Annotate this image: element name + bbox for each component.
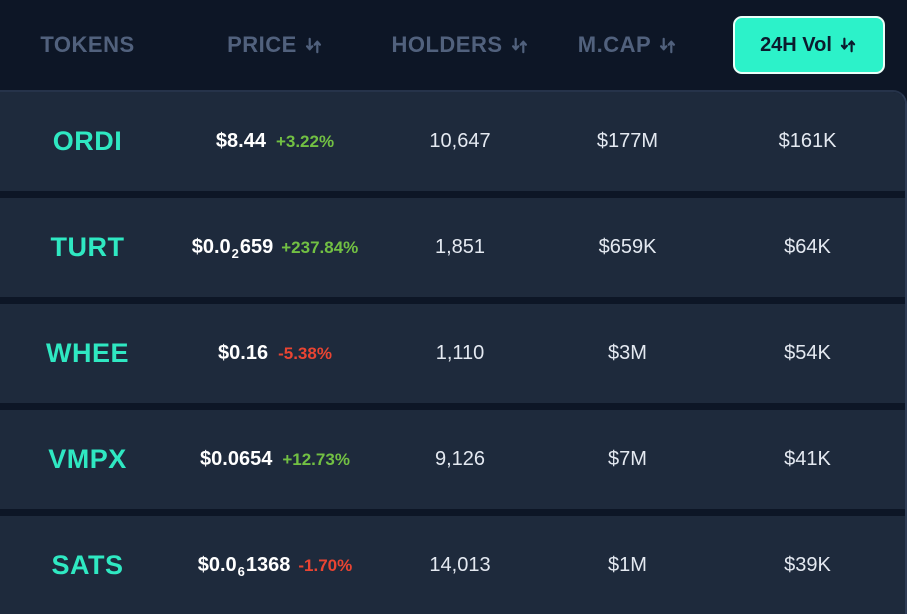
price-subscript: 6 (237, 564, 245, 579)
sort-icon (511, 37, 527, 53)
table-row-turt[interactable]: TURT $0.0 2 659 +237.84% 1,851 $659K $64K (0, 198, 905, 297)
token-name: WHEE (46, 338, 129, 368)
table-row-ordi[interactable]: ORDI $8.44 +3.22% 10,647 $177M $161K (0, 92, 905, 191)
holders-value: 1,110 (435, 342, 485, 364)
token-price: $0.0 2 659 +237.84% (175, 236, 375, 261)
price-change: +12.73% (282, 449, 350, 469)
price-change: +237.84% (281, 237, 359, 257)
column-header-tokens: TOKENS (0, 32, 175, 58)
price-change: -1.70% (298, 555, 353, 575)
mcap-value: $177M (596, 130, 659, 152)
column-header-price[interactable]: PRICE (175, 32, 375, 58)
token-name: TURT (50, 232, 125, 262)
token-price: $0.16 -5.38% (175, 342, 375, 365)
holders-value: 14,013 (429, 554, 491, 576)
mcap-value: $1M (608, 554, 647, 576)
volume-value: $39K (784, 554, 831, 576)
price-value-rest: 659 (239, 236, 274, 258)
mcap-value: $659K (598, 236, 657, 258)
price-value: $8.44 (215, 130, 266, 152)
column-header-volume: 24H Vol (710, 16, 907, 74)
volume-value: $161K (778, 130, 837, 152)
table-row-sats[interactable]: SATS $0.0 6 1368 -1.70% 14,013 $1M $39K (0, 516, 905, 614)
token-name: ORDI (52, 126, 123, 156)
price-value-rest: 1368 (245, 554, 291, 576)
column-header-holders[interactable]: HOLDERS (375, 32, 545, 58)
token-name: VMPX (48, 444, 127, 474)
mcap-value: $3M (608, 342, 647, 364)
price-change: +3.22% (275, 131, 335, 151)
holders-value: 1,851 (434, 236, 486, 258)
token-price: $0.0654 +12.73% (175, 448, 375, 471)
price-value: $0.16 (218, 342, 269, 364)
price-value: $0.0 6 1368 (197, 554, 291, 579)
table-body: ORDI $8.44 +3.22% 10,647 $177M $161K TUR… (0, 90, 907, 614)
price-subscript: 2 (231, 246, 239, 261)
sort-icon (660, 37, 676, 53)
holders-value: 9,126 (434, 448, 486, 470)
sort-icon (840, 37, 856, 53)
token-name: SATS (51, 550, 124, 580)
holders-value: 10,647 (429, 130, 491, 152)
table-row-whee[interactable]: WHEE $0.16 -5.38% 1,110 $3M $54K (0, 304, 905, 403)
table-header: TOKENS PRICE HOLDERS M.CAP 24H (0, 0, 907, 90)
table-row-vmpx[interactable]: VMPX $0.0654 +12.73% 9,126 $7M $41K (0, 410, 905, 509)
price-value: $0.0654 (200, 448, 273, 470)
price-value: $0.0 2 659 (191, 236, 274, 261)
volume-sort-label: 24H Vol (760, 33, 832, 56)
sort-icon (305, 37, 321, 53)
volume-value: $64K (784, 236, 831, 258)
volume-sort-button[interactable]: 24H Vol (732, 16, 885, 74)
column-label-mcap: M.CAP (577, 32, 652, 57)
token-price: $8.44 +3.22% (175, 130, 375, 153)
column-label-holders: HOLDERS (391, 32, 503, 57)
price-change: -5.38% (278, 343, 332, 363)
volume-value: $54K (784, 342, 831, 364)
token-price: $0.0 6 1368 -1.70% (175, 554, 375, 579)
volume-value: $41K (784, 448, 831, 470)
column-label-tokens: TOKENS (40, 32, 135, 57)
mcap-value: $7M (608, 448, 647, 470)
column-label-price: PRICE (227, 32, 297, 57)
column-header-mcap[interactable]: M.CAP (545, 32, 710, 58)
